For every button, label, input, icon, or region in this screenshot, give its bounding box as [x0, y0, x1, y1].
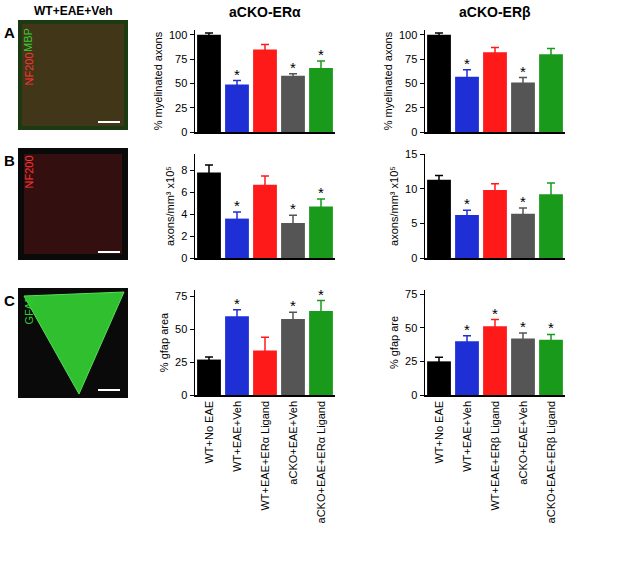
svg-text:*: * [520, 63, 526, 80]
svg-text:*: * [520, 318, 526, 335]
svg-text:4: 4 [181, 208, 187, 220]
svg-text:aCKO+EAE+Veh: aCKO+EAE+Veh [287, 401, 299, 485]
svg-text:GFAP: GFAP [23, 295, 35, 324]
svg-text:aCKO+EAE+ERβ Ligand: aCKO+EAE+ERβ Ligand [545, 401, 557, 524]
svg-text:WT+EAE+ERα Ligand: WT+EAE+ERα Ligand [259, 401, 271, 511]
svg-text:% gfap are: % gfap are [388, 316, 400, 369]
svg-text:*: * [318, 286, 324, 303]
svg-text:*: * [290, 59, 296, 76]
svg-text:25: 25 [175, 102, 187, 114]
svg-text:25: 25 [405, 355, 417, 367]
svg-text:5: 5 [411, 217, 417, 229]
svg-text:100: 100 [399, 29, 417, 41]
svg-text:0: 0 [411, 252, 417, 264]
svg-text:0: 0 [411, 389, 417, 401]
svg-text:50: 50 [175, 77, 187, 89]
svg-text:aCKO+EAE+Veh: aCKO+EAE+Veh [517, 401, 529, 485]
svg-text:WT+No EAE: WT+No EAE [433, 401, 445, 464]
svg-text:8: 8 [181, 164, 187, 176]
svg-text:10: 10 [405, 183, 417, 195]
svg-text:C: C [4, 292, 15, 309]
svg-text:*: * [548, 319, 554, 336]
svg-text:WT+EAE+Veh: WT+EAE+Veh [231, 401, 243, 472]
svg-text:50: 50 [405, 77, 417, 89]
svg-text:0: 0 [181, 126, 187, 138]
svg-text:75: 75 [405, 53, 417, 65]
svg-text:6: 6 [181, 186, 187, 198]
svg-text:WT+EAE+ERβ Ligand: WT+EAE+ERβ Ligand [489, 401, 501, 511]
svg-text:WT+EAE+Veh: WT+EAE+Veh [461, 401, 473, 472]
svg-text:axons/mm³ x10⁵: axons/mm³ x10⁵ [164, 166, 176, 246]
svg-text:2: 2 [181, 230, 187, 242]
svg-text:% gfap area: % gfap area [158, 312, 170, 372]
svg-text:WT+No EAE: WT+No EAE [203, 401, 215, 464]
svg-text:50: 50 [175, 323, 187, 335]
svg-text:A: A [4, 24, 15, 41]
svg-text:25: 25 [405, 102, 417, 114]
svg-text:aCKO-ERβ: aCKO-ERβ [459, 4, 531, 20]
svg-text:*: * [290, 200, 296, 217]
svg-text:*: * [520, 193, 526, 210]
svg-text:75: 75 [405, 288, 417, 300]
svg-text:% myelinated axons: % myelinated axons [152, 31, 164, 130]
svg-text:NF200: NF200 [23, 52, 35, 85]
svg-text:*: * [492, 305, 498, 322]
svg-text:*: * [234, 295, 240, 312]
svg-text:NF200: NF200 [23, 155, 35, 188]
svg-text:aCKO-ERα: aCKO-ERα [229, 4, 301, 20]
svg-text:*: * [318, 46, 324, 63]
svg-text:B: B [4, 152, 15, 169]
svg-text:50: 50 [405, 322, 417, 334]
svg-text:*: * [234, 197, 240, 214]
svg-text:*: * [464, 195, 470, 212]
svg-text:*: * [464, 321, 470, 338]
svg-text:25: 25 [175, 356, 187, 368]
svg-text:% myelinated axons: % myelinated axons [382, 31, 394, 130]
svg-text:WT+EAE+Veh: WT+EAE+Veh [34, 4, 113, 18]
svg-text:*: * [234, 66, 240, 83]
svg-text:MBP: MBP [22, 28, 34, 52]
svg-text:0: 0 [181, 252, 187, 264]
svg-text:0: 0 [411, 126, 417, 138]
svg-text:100: 100 [169, 29, 187, 41]
svg-text:0: 0 [181, 389, 187, 401]
svg-text:axons/mm³ x10⁵: axons/mm³ x10⁵ [388, 166, 400, 246]
svg-text:15: 15 [405, 148, 417, 160]
svg-text:*: * [464, 55, 470, 72]
svg-text:*: * [290, 297, 296, 314]
svg-text:75: 75 [175, 290, 187, 302]
svg-text:*: * [318, 184, 324, 201]
svg-text:aCKO+EAE+ERα Ligand: aCKO+EAE+ERα Ligand [315, 401, 327, 524]
svg-text:75: 75 [175, 53, 187, 65]
